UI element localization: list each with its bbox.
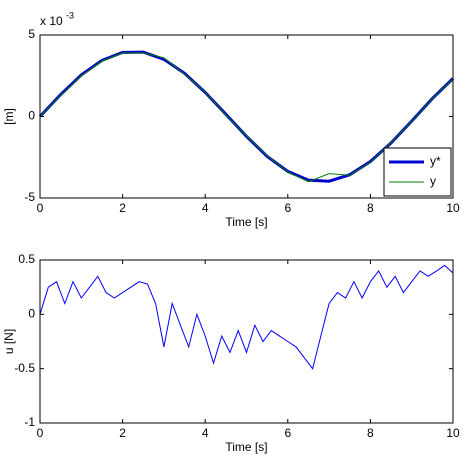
y-tick-label: -0.5 [14, 361, 35, 375]
data-line [39, 264, 454, 370]
x-tick-label: 6 [284, 201, 291, 215]
legend-label: y [430, 174, 436, 188]
y-tick-label: 5 [28, 27, 35, 41]
x-tick-label: 8 [367, 201, 374, 215]
axes-bg [40, 260, 453, 423]
x-tick-label: 4 [202, 426, 209, 440]
x-tick-label: 10 [446, 426, 460, 440]
legend-box [383, 147, 452, 197]
y-tick-label: 0 [28, 109, 35, 123]
y-tick-label: -1 [24, 415, 35, 429]
x-tick-label: 0 [37, 426, 44, 440]
x-tick-label: 0 [37, 201, 44, 215]
y-tick-label: -5 [24, 190, 35, 204]
y-axis-label: u [N] [2, 329, 16, 354]
x-tick-label: 6 [284, 426, 291, 440]
axes-box [39, 259, 454, 424]
y-tick-label: 0 [28, 307, 35, 321]
x-axis-label: Time [s] [225, 440, 267, 454]
y-multiplier: x 10 [40, 14, 63, 28]
x-tick-label: 10 [446, 201, 460, 215]
y-exponent: -3 [66, 10, 74, 20]
legend-label: y* [430, 154, 441, 168]
y-tick-label: 0.5 [18, 252, 35, 266]
x-axis-label: Time [s] [225, 215, 267, 229]
x-tick-label: 8 [367, 426, 374, 440]
x-tick-label: 2 [119, 201, 126, 215]
x-tick-label: 2 [119, 426, 126, 440]
x-tick-label: 4 [202, 201, 209, 215]
y-axis-label: [m] [2, 108, 16, 125]
